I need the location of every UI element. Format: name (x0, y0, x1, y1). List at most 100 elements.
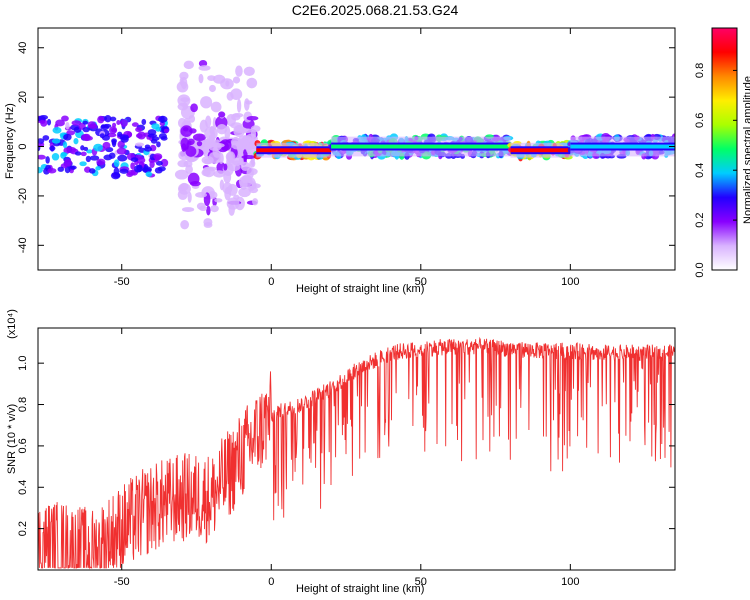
bottom-ylabel: SNR (10 * v/v) (6, 403, 18, 475)
heatmap-cell (180, 125, 193, 137)
x-tick-label: -50 (114, 576, 130, 588)
heatmap-cell (71, 120, 82, 126)
heatmap-cell (232, 76, 241, 84)
heatmap-cell (66, 146, 77, 153)
x-tick-label: 100 (561, 576, 579, 588)
heatmap-cell (185, 146, 197, 157)
y-tick-label: 20 (17, 91, 29, 103)
heatmap-cell (220, 78, 234, 90)
heatmap-cell (103, 154, 113, 161)
heatmap-cell (102, 141, 111, 149)
heatmap-cell (74, 151, 82, 156)
x-tick-label: 0 (268, 276, 274, 288)
heatmap-cell (79, 161, 87, 167)
heatmap-cell (50, 145, 55, 152)
heatmap-cell (62, 141, 68, 149)
colorbar-tick-label: 0.4 (694, 163, 706, 178)
heatmap-cell (45, 156, 50, 164)
heatmap-cell (52, 127, 62, 134)
heatmap-cell (84, 135, 93, 141)
heatmap-cell (195, 191, 207, 198)
heatmap-cell (223, 163, 228, 171)
heatmap-cell (232, 112, 244, 118)
colorbar (711, 27, 738, 271)
heatmap-cell (119, 168, 129, 174)
heatmap-cell (42, 135, 50, 141)
heatmap-cell (212, 143, 225, 148)
heatmap-cell (57, 166, 65, 172)
heatmap-cell (116, 119, 121, 125)
heatmap-cell (204, 126, 218, 141)
heatmap-cell (201, 156, 214, 165)
heatmap-cell (153, 153, 163, 160)
heatmap-cell (188, 115, 196, 123)
heatmap-cell (210, 205, 219, 213)
heatmap-cell (203, 166, 218, 172)
heatmap-cell (64, 159, 72, 167)
y-tick-label: 0 (17, 143, 29, 149)
heatmap-cell (181, 207, 195, 212)
heatmap-cell (180, 97, 190, 103)
top-plot-frame (37, 27, 676, 271)
heatmap-cell (183, 160, 193, 168)
heatmap-cell (226, 197, 240, 210)
band-core (510, 148, 571, 153)
colorbar-tick-label: 0.6 (694, 113, 706, 128)
heatmap-cell (144, 146, 153, 152)
top-ylabel: Frequency (Hz) (4, 103, 16, 179)
heatmap-cell (236, 98, 242, 113)
heatmap-cell (241, 155, 256, 160)
heatmap-cell (85, 155, 91, 163)
heatmap-cell (227, 163, 241, 172)
heatmap-cell (82, 120, 88, 125)
heatmap-cell (176, 81, 189, 93)
heatmap-cell (180, 137, 190, 150)
heatmap-cell (203, 218, 213, 227)
colorbar-label: Normalized spectral amplitude (742, 76, 750, 224)
heatmap-cell (249, 159, 256, 168)
heatmap-cell (38, 166, 43, 174)
heatmap-cell (213, 170, 226, 178)
heatmap-cell (187, 191, 192, 203)
heatmap-cell (210, 101, 222, 113)
heatmap-cell (218, 152, 224, 165)
heatmap-cell (135, 133, 143, 139)
heatmap-cell (252, 198, 259, 206)
heatmap-cell (63, 133, 72, 141)
heatmap-cell (145, 171, 153, 177)
heatmap-cell (147, 129, 157, 136)
heatmap-cell (160, 136, 168, 141)
heatmap-cell (198, 65, 211, 71)
heatmap-cell (248, 187, 259, 194)
heatmap-cell (38, 154, 46, 160)
heatmap-cell (155, 160, 163, 166)
heatmap-cell (69, 165, 77, 170)
heatmap-cell (189, 180, 201, 187)
y-tick-label: 0.4 (17, 480, 29, 495)
x-tick-label: -50 (114, 276, 130, 288)
colorbar-tick-label: 0.8 (694, 63, 706, 78)
heatmap-cell (209, 84, 216, 93)
heatmap-cell (238, 187, 251, 198)
heatmap-cell (134, 164, 142, 173)
heatmap-cell (230, 122, 243, 129)
heatmap-cell (156, 141, 161, 148)
heatmap-cell (250, 129, 257, 139)
heatmap-cell (70, 124, 80, 131)
heatmap-cell (100, 124, 110, 131)
x-tick-label: 0 (268, 576, 274, 588)
heatmap-cell (183, 60, 194, 70)
heatmap-cell (83, 146, 89, 151)
heatmap-cell (230, 88, 243, 100)
heatmap-cell (160, 158, 169, 167)
heatmap-cell (198, 73, 204, 84)
heatmap-cell (234, 126, 248, 134)
heatmap-cell (80, 151, 87, 157)
heatmap-cell (206, 205, 211, 216)
heatmap-cell (150, 138, 158, 144)
top-xlabel: Height of straight line (km) (296, 283, 425, 295)
colorbar-tick-label: 0.2 (694, 212, 706, 227)
heatmap-cell (113, 159, 120, 168)
heatmap-cell (39, 119, 46, 124)
